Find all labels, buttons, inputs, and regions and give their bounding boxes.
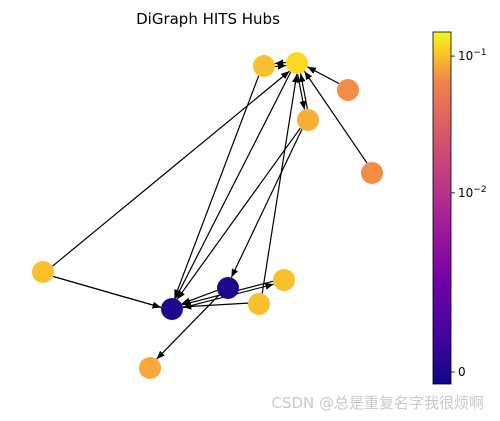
watermark: CSDN @总是重复名字我很烦啊 [271,394,484,412]
edge-n2-n1 [307,66,340,85]
graph-nodes [32,52,383,379]
colorbar-gradient [433,32,451,384]
node-n10 [273,269,295,291]
colorbar: 10−1 10−2 0 [432,31,487,385]
node-n1 [286,52,308,74]
colorbar-ticks: 10−1 10−2 0 [451,48,487,379]
edge-n1-n3 [297,73,307,110]
edge-n3-n1 [298,73,308,110]
graph-edges [52,59,368,360]
colorbar-tick-label: 10−1 [458,48,487,63]
colorbar-frame [432,31,452,385]
node-n9 [217,277,239,299]
edge-n3-n9 [230,129,303,278]
node-n3 [297,109,319,131]
edge-n1-n8 [175,71,292,299]
colorbar-tick-label: 10−2 [458,185,487,200]
chart-title: DiGraph HITS Hubs [136,10,280,28]
node-n4 [361,162,383,184]
node-n2 [337,79,359,101]
node-n7 [248,293,270,315]
edge-n0-n8 [173,75,260,299]
edge-n7-n1 [261,74,299,294]
edge-n5-n1 [52,70,290,267]
node-n0 [253,55,275,77]
edge-n5-n8 [52,275,162,309]
node-n8 [161,298,183,320]
edge-n3-n8 [176,127,301,300]
edge-n7-n8 [182,302,248,310]
colorbar-tick-label: 0 [458,365,466,379]
edge-n1-n0 [274,59,286,67]
node-n5 [32,261,54,283]
edge-n0-n1 [275,62,287,70]
node-n6 [139,357,161,379]
edge-n4-n1 [303,70,368,164]
